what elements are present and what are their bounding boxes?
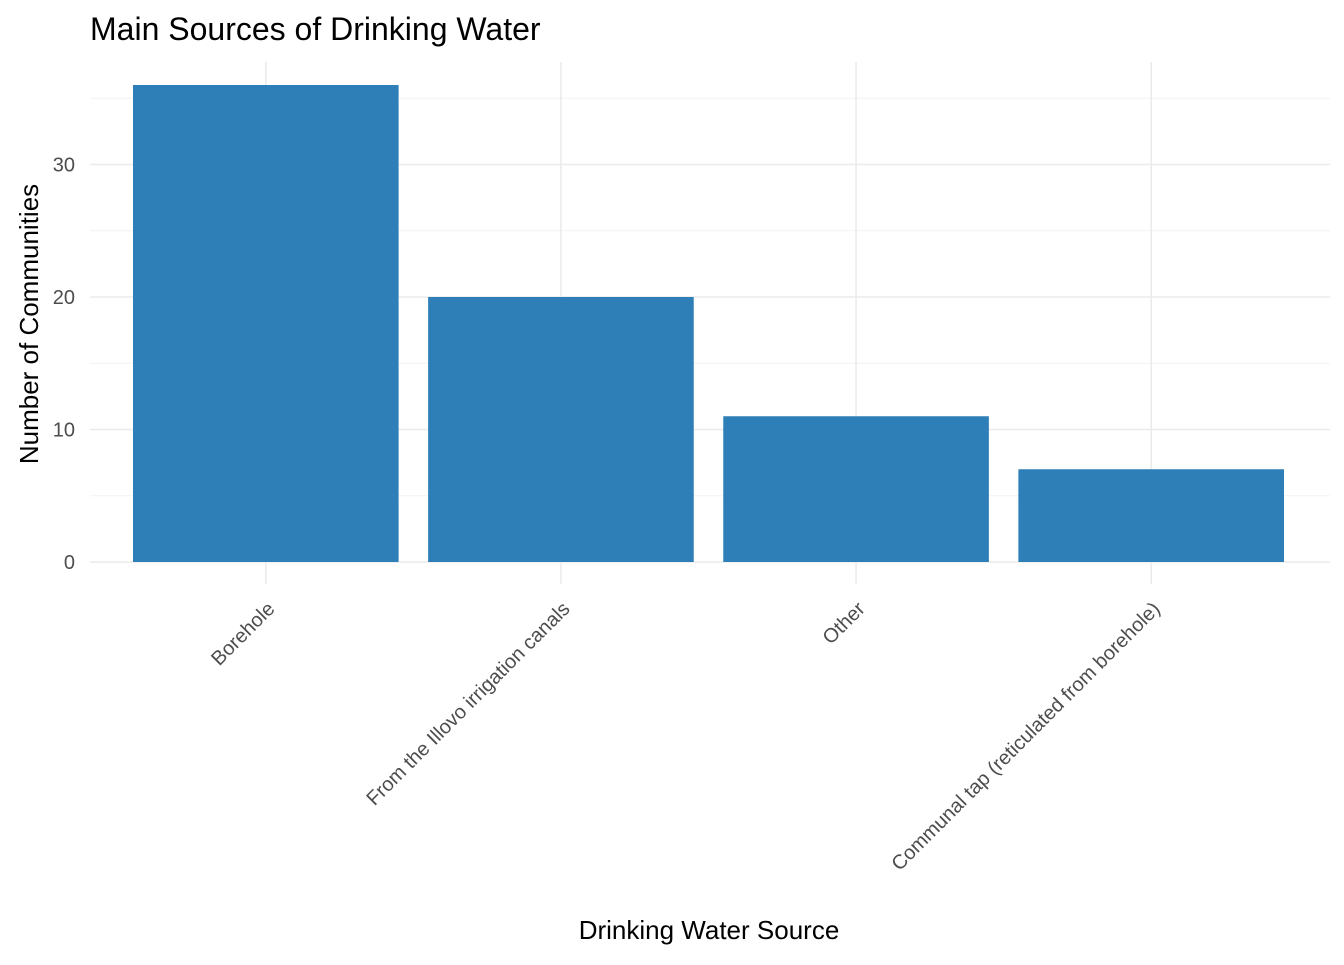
bars: [133, 85, 1284, 562]
y-axis-ticks: 0 10 20 30: [53, 155, 75, 575]
y-axis-title: Number of Communities: [14, 184, 44, 464]
x-tick-label: Borehole: [207, 598, 279, 670]
y-tick-label: 10: [53, 420, 75, 442]
y-tick-label: 20: [53, 287, 75, 309]
x-axis-ticks: Borehole From the Illovo irrigation canal…: [207, 598, 1165, 876]
y-tick-label: 0: [64, 552, 75, 574]
bar-3: [723, 416, 989, 562]
x-tick-label: From the Illovo irrigation canals: [362, 598, 574, 810]
bar-4: [1018, 469, 1284, 562]
y-tick-label: 30: [53, 155, 75, 177]
x-tick-label: Communal tap (reticulated from borehole): [887, 598, 1164, 875]
x-axis-title: Drinking Water Source: [579, 915, 840, 945]
chart-title: Main Sources of Drinking Water: [90, 11, 541, 47]
bar-1: [133, 85, 399, 562]
x-tick-label: Other: [819, 598, 870, 649]
bar-2: [428, 297, 694, 562]
